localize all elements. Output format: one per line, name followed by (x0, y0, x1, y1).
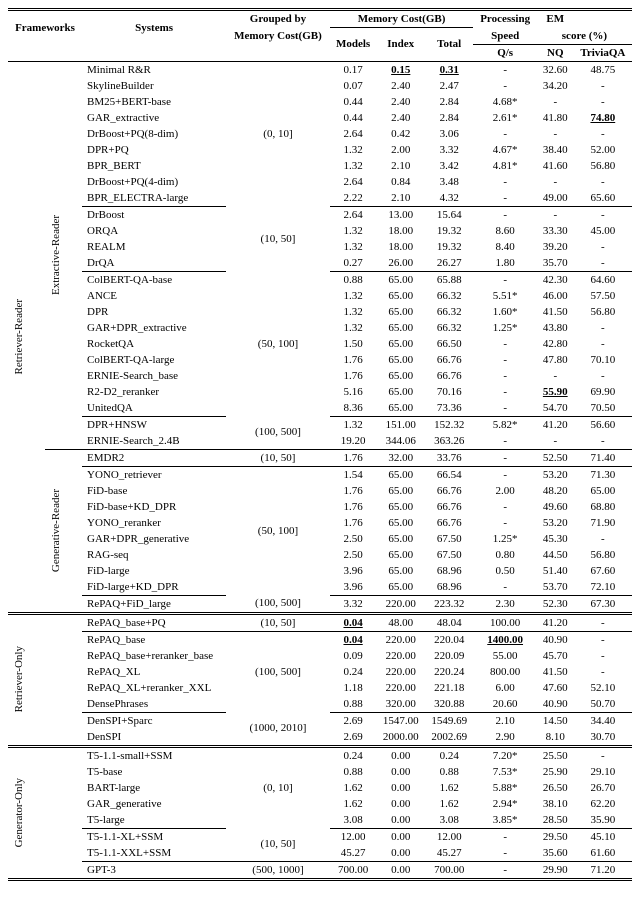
hdr-em1: EM (537, 10, 574, 28)
group-label: (0, 10] (226, 746, 329, 828)
fw-generative: Generative-Reader (50, 489, 62, 572)
hdr-em1b (574, 10, 632, 28)
group-label: (100, 500] (226, 416, 329, 449)
group-label: (100, 500] (226, 631, 329, 712)
hdr-grouped2: Memory Cost(GB) (226, 28, 329, 45)
hdr-qs: Q/s (473, 44, 536, 61)
hdr-grouped1: Grouped by (226, 10, 329, 28)
group-label: (0, 10] (226, 61, 329, 206)
sys: Minimal R&R (82, 61, 226, 78)
fw-retriever-only: Retriever-Only (13, 646, 25, 712)
group-label: (100, 500] (226, 595, 329, 613)
fw-extractive: Extractive-Reader (50, 215, 62, 295)
results-table: Frameworks Systems Grouped by Memory Cos… (8, 8, 632, 881)
hdr-speed2: Speed (473, 28, 536, 45)
fw-retriever-reader: Retriever-Reader (13, 299, 25, 375)
hdr-models: Models (330, 28, 377, 62)
group-label: (10, 50] (226, 828, 329, 861)
hdr-frameworks: Frameworks (8, 10, 82, 45)
hdr-index: Index (377, 28, 425, 62)
hdr-tq: TriviaQA (574, 44, 632, 61)
hdr-total: Total (425, 28, 473, 62)
group-label: (10, 50] (226, 449, 329, 466)
hdr-memcost: Memory Cost(GB) (330, 10, 474, 28)
group-label: (10, 50] (226, 206, 329, 271)
fw-generator-only: Generator-Only (13, 778, 25, 847)
hdr-nq: NQ (537, 44, 574, 61)
hdr-em2: score (%) (537, 28, 632, 45)
hdr-systems: Systems (82, 10, 226, 45)
hdr-speed1: Processing (473, 10, 536, 28)
group-label: (10, 50] (226, 613, 329, 631)
group-label: (1000, 2010] (226, 712, 329, 746)
group-label: (500, 1000] (226, 861, 329, 879)
group-label: (50, 100] (226, 271, 329, 416)
group-label: (50, 100] (226, 466, 329, 595)
